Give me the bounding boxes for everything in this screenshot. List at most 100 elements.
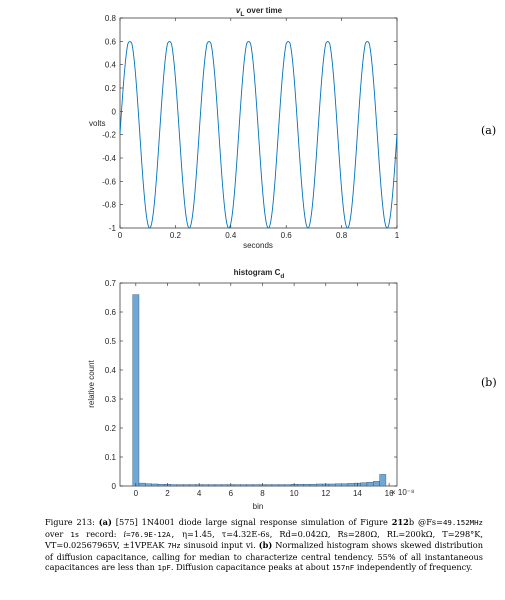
histogram-bar	[252, 484, 260, 487]
histogram-bar	[157, 484, 165, 487]
histogram-y-tick-label: 0.2	[105, 424, 117, 433]
histogram-bar	[316, 483, 323, 487]
voltage-plot-box	[119, 17, 398, 229]
caption-figure-ref: 212	[391, 517, 409, 527]
voltage-y-tick-label: -1	[109, 224, 117, 233]
caption-fs-prefix: b @Fs=	[408, 517, 443, 527]
histogram-x-tick-label: 10	[290, 489, 299, 498]
voltage-x-tick-label: 0.2	[170, 231, 182, 240]
voltage-y-tick-label: -0.6	[102, 177, 116, 186]
histogram-x-tick-label: 2	[165, 489, 170, 498]
caption-end: independently of frequency.	[356, 562, 473, 573]
histogram-bar	[335, 483, 342, 487]
caption-input: sinusoid input vi.	[183, 540, 256, 551]
caption-part-a-label: (a)	[98, 517, 112, 527]
caption-rl: RL=200kΩ,	[386, 528, 436, 539]
caption-t: T=298°K,	[442, 528, 483, 539]
voltage-y-tick-label: 0.8	[105, 14, 117, 23]
voltage-x-tick-label: 0.4	[225, 231, 237, 240]
histogram-chart-title: histogram Cd	[234, 268, 285, 280]
histogram-x-tick-label: 6	[229, 489, 234, 498]
caption-is-label: i	[123, 528, 127, 539]
histogram-bar	[373, 481, 380, 487]
voltage-chart: vL over time -1 -0.8 -0.6 -0.4 -0.2 0 0.2 0.4 0.…	[89, 6, 400, 250]
voltage-x-tick-label: 1	[395, 231, 400, 240]
caption-peak-text: . Diffusion capacitance peaks at about	[170, 562, 330, 573]
histogram-bar	[151, 483, 159, 487]
panel-label-a: (a)	[481, 124, 497, 137]
voltage-x-tick-label: 0.6	[281, 231, 293, 240]
histogram-bar	[208, 484, 216, 487]
histogram-bar	[183, 484, 190, 487]
caption-part-a-text: [575] 1N4001 diode large signal response…	[115, 517, 388, 527]
histogram-y-tick-label: 0.4	[105, 366, 117, 375]
histogram-x-tick-label: 14	[353, 489, 362, 498]
histogram-y-tick-label: 0.6	[105, 308, 117, 317]
histogram-bar	[379, 474, 387, 487]
voltage-x-axis-label: seconds	[243, 241, 273, 250]
voltage-y-tick-label: -0.8	[102, 201, 116, 210]
caption-over: over	[45, 528, 64, 539]
histogram-bar	[233, 484, 241, 487]
caption-vt: VT=0.02567965V,	[45, 540, 120, 551]
caption-rd: Rd=0.042Ω,	[279, 528, 331, 539]
histogram-bar	[176, 484, 184, 487]
histogram-y-tick-label: 0.3	[105, 395, 117, 404]
caption-record-length: 1s	[70, 529, 80, 539]
voltage-series-line	[119, 41, 398, 229]
caption-pf-value: 1pF	[157, 563, 171, 573]
voltage-chart-title: vL over time	[236, 6, 283, 18]
caption-figure-label: Figure 213:	[45, 517, 95, 527]
histogram-bar	[284, 484, 292, 487]
panel-label-b: (b)	[481, 376, 497, 389]
histogram-y-tick-label: 0.1	[105, 453, 117, 462]
histogram-bar	[303, 484, 311, 487]
histogram-bar	[309, 484, 317, 487]
voltage-y-axis-label: volts	[89, 119, 105, 128]
voltage-y-tick-label: 0	[112, 107, 117, 116]
histogram-x-exponent: × 10⁻⁸	[391, 488, 414, 497]
histogram-bar	[170, 484, 178, 487]
histogram-bar	[360, 482, 368, 487]
histogram-x-tick-label: 16	[385, 489, 394, 498]
voltage-x-tick-label: 0	[118, 231, 123, 240]
caption-is-value: =76.9E-12A,	[126, 529, 176, 539]
voltage-y-tick-label: 0.6	[105, 37, 117, 46]
histogram-bar	[214, 484, 222, 487]
caption-rs: Rs=280Ω,	[337, 528, 380, 539]
histogram-bar	[202, 484, 209, 487]
histogram-bar	[221, 484, 228, 487]
histogram-x-tick-label: 8	[260, 489, 265, 498]
voltage-y-tick-label: 0.4	[105, 61, 117, 70]
histogram-y-axis-label: relative count	[87, 359, 96, 407]
histogram-bar	[132, 294, 140, 487]
caption-fs-value: 49.152MHz	[442, 518, 483, 527]
histogram-bar	[145, 483, 152, 487]
histogram-x-tick-label: 12	[321, 489, 330, 498]
histogram-y-tick-label: 0	[112, 482, 117, 491]
caption-record-word: record:	[86, 528, 117, 539]
caption-part-b-text: Normalized histogram shows skewed distri…	[45, 540, 483, 573]
histogram-bar	[271, 484, 279, 487]
histogram-bar	[278, 484, 285, 487]
histogram-bar	[366, 482, 374, 487]
caption-frequency: 7Hz	[167, 541, 181, 551]
histogram-bar	[138, 482, 146, 487]
voltage-y-tick-label: 0.2	[105, 84, 117, 93]
voltage-x-tick-label: 0.8	[336, 231, 348, 240]
histogram-bar	[328, 483, 336, 487]
histogram-plot-box	[119, 282, 398, 487]
histogram-bar	[341, 483, 349, 487]
histogram-x-tick-label: 0	[134, 489, 139, 498]
histogram-x-tick-label: 4	[197, 489, 202, 498]
caption-eta: η=1.45,	[182, 528, 215, 539]
figure-caption: Figure 213: (a) [575] 1N4001 diode large…	[45, 517, 483, 574]
histogram-chart: histogram Cd 0 0.1 0.2 0.3 0.4 0.5 0.6 0.7 0 2 4 6…	[87, 268, 414, 511]
histogram-bar	[297, 484, 304, 487]
histogram-y-tick-label: 0.7	[105, 279, 117, 288]
histogram-y-tick-label: 0.5	[105, 337, 117, 346]
histogram-bar	[240, 484, 247, 487]
voltage-y-tick-label: -0.4	[102, 154, 116, 163]
histogram-bar	[246, 484, 254, 487]
